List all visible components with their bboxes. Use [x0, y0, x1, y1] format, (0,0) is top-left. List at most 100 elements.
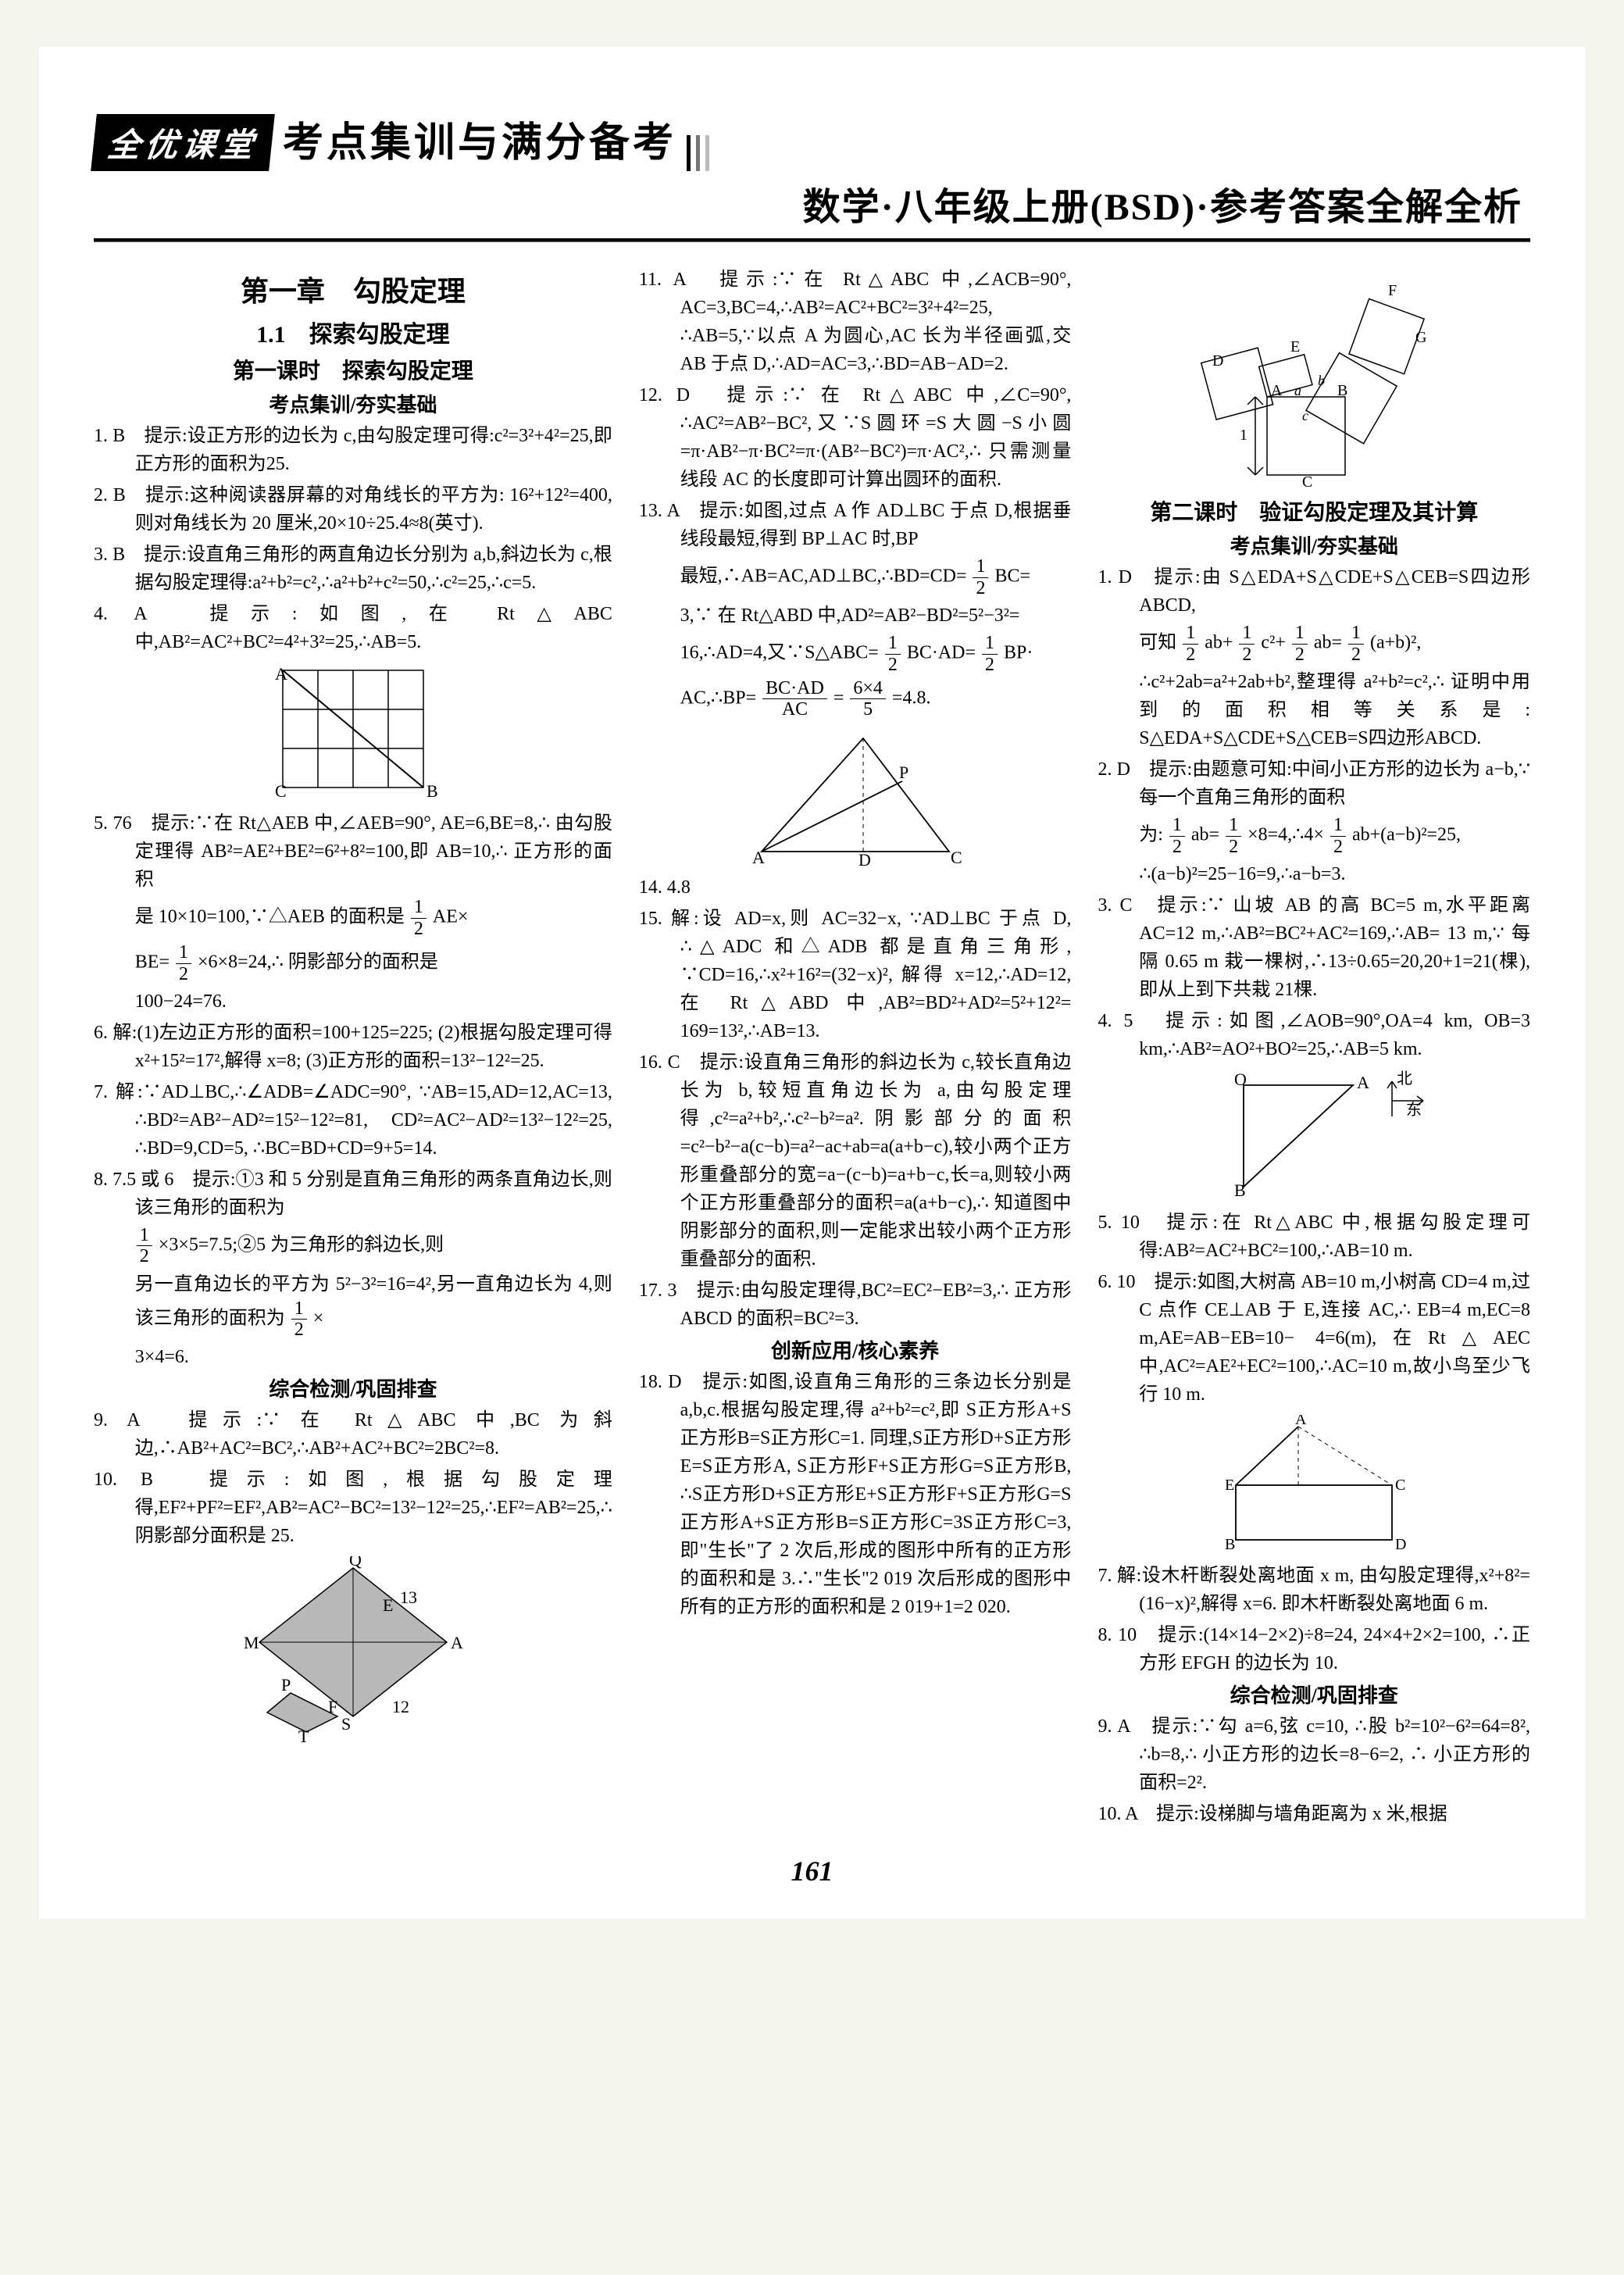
answer-9: 9. A 提示:∵ 在 Rt△ABC 中,BC 为斜边,∴AB²+AC²=BC²…	[94, 1406, 612, 1462]
svg-text:P: P	[899, 762, 908, 782]
brand-box: 全优课堂	[91, 114, 275, 171]
c3-answer-7: 7. 解:设木杆断裂处离地面 x m, 由勾股定理得,x²+8²=(16−x)²…	[1098, 1562, 1530, 1618]
svg-text:S: S	[341, 1714, 351, 1734]
svg-text:D: D	[1212, 352, 1223, 370]
answer-5b: 是 10×10=100,∵△AEB 的面积是 12 AE×	[94, 897, 612, 939]
lesson2-title: 第二课时 验证勾股定理及其计算	[1098, 497, 1530, 530]
content-columns: 第一章 勾股定理 1.1 探索勾股定理 第一课时 探索勾股定理 考点集训/夯实基…	[94, 266, 1530, 1831]
answer-13h: AC,∴BP= BC·ADAC = 6×45 =4.8.	[639, 678, 1072, 720]
lesson1-title: 第一课时 探索勾股定理	[94, 355, 612, 388]
c3-answer-3: 3. C 提示:∵ 山坡 AB 的高 BC=5 m,水平距离 AC=12 m,∴…	[1098, 891, 1530, 1004]
c3-answer-9: 9. A 提示:∵勾 a=6,弦 c=10, ∴股 b²=10²−6²=64=8…	[1098, 1712, 1530, 1797]
answer-8a: 8. 7.5 或 6 提示:①3 和 5 分别是直角三角形的两条直角边长,则该三…	[94, 1166, 612, 1222]
page-number: 161	[94, 1855, 1530, 1888]
sub-title: 数学·八年级上册(BSD)·参考答案全解全析	[94, 176, 1530, 230]
svg-text:12: 12	[392, 1697, 409, 1716]
svg-text:E: E	[383, 1595, 393, 1615]
svg-text:c: c	[1302, 408, 1308, 423]
answer-7: 7. 解:∵AD⊥BC,∴∠ADB=∠ADC=90°, ∵AB=15,AD=12…	[94, 1078, 612, 1162]
answer-18: 18. D 提示:如图,设直角三角形的三条边长分别是 a,b,c.根据勾股定理,…	[639, 1368, 1072, 1621]
svg-text:E: E	[1225, 1477, 1234, 1494]
rect-diagram: A E C B D	[1212, 1415, 1415, 1555]
answer-16: 16. C 提示:设直角三角形的斜边长为 c,较长直角边长为 b,较短直角边长为…	[639, 1048, 1072, 1273]
svg-text:A: A	[1295, 1415, 1307, 1428]
svg-text:P: P	[281, 1675, 291, 1695]
svg-text:北: 北	[1397, 1070, 1412, 1088]
answer-15: 15. 解:设 AD=x,则 AC=32−x, ∵AD⊥BC 于点 D, ∴△A…	[639, 905, 1072, 1045]
svg-text:a: a	[1294, 383, 1301, 398]
answer-12: 12. D 提示:∵ 在 Rt△ABC 中,∠C=90°, ∴AC²=AB²−B…	[639, 381, 1072, 494]
svg-text:A: A	[752, 848, 765, 867]
answer-13d: 3,∵ 在 Rt△ABD 中,AD²=AB²−BD²=5²−3²=	[639, 602, 1072, 630]
answer-13e: 16,∴AD=4,又∵S△ABC= 12 BC·AD= 12 BP·	[639, 633, 1072, 675]
c3-answer-2f: ∴(a−b)²=25−16=9,∴a−b=3.	[1098, 860, 1530, 888]
triangle-diagram: P A D C	[746, 727, 965, 867]
answer-3: 3. B 提示:设直角三角形的两直角边长分别为 a,b,斜边长为 c,根据勾股定…	[94, 541, 612, 597]
answer-5a: 5. 76 提示:∵在 Rt△AEB 中,∠AEB=90°, AE=6,BE=8…	[94, 809, 612, 894]
c3-answer-4: 4. 5 提示:如图,∠AOB=90°,OA=4 km, OB=3 km,∴AB…	[1098, 1007, 1530, 1063]
block-innov-title: 创新应用/核心素养	[639, 1336, 1072, 1366]
main-title: 考点集训与满分备考	[283, 109, 676, 168]
svg-text:B: B	[1225, 1536, 1235, 1553]
column-3: F G E D A B a b c C 1 第二课时 验证勾股定理及其计算 考点…	[1098, 266, 1530, 1831]
answer-6: 6. 解:(1)左边正方形的面积=100+125=225; (2)根据勾股定理可…	[94, 1019, 612, 1075]
grid-diagram: A C B	[267, 662, 439, 803]
svg-text:C: C	[275, 781, 287, 801]
svg-text:M: M	[244, 1633, 259, 1652]
answer-1: 1. B 提示:设正方形的边长为 c,由勾股定理可得:c²=3²+4²=25,即…	[94, 422, 612, 478]
svg-text:D: D	[1395, 1536, 1406, 1553]
top-squares-diagram: F G E D A B a b c C 1	[1181, 272, 1447, 491]
svg-text:b: b	[1318, 373, 1325, 388]
answer-8c: 另一直角边长的平方为 5²−3²=16=4²,另一直角边长为 4,则该三角形的面…	[94, 1270, 612, 1341]
c3-answer-6: 6. 10 提示:如图,大树高 AB=10 m,小树高 CD=4 m,过 C 点…	[1098, 1268, 1530, 1409]
block-test-title-2: 综合检测/巩固排查	[1098, 1680, 1530, 1711]
column-1: 第一章 勾股定理 1.1 探索勾股定理 第一课时 探索勾股定理 考点集训/夯实基…	[94, 266, 612, 1831]
svg-text:D: D	[858, 850, 871, 867]
svg-text:B: B	[1337, 382, 1347, 399]
answer-13a: 13. A 提示:如图,过点 A 作 AD⊥BC 于点 D,根据垂线段最短,得到…	[639, 497, 1072, 553]
chapter-title: 第一章 勾股定理	[94, 270, 612, 312]
answer-5d: BE= 12 ×6×8=24,∴ 阴影部分的面积是	[94, 942, 612, 984]
svg-text:A: A	[1357, 1073, 1369, 1092]
svg-text:A: A	[451, 1633, 463, 1652]
header-rule	[94, 238, 1530, 242]
c3-answer-2b: 为: 12 ab= 12 ×8=4,∴4× 12 ab+(a−b)²=25,	[1098, 815, 1530, 857]
svg-text:F: F	[1388, 282, 1397, 299]
c3-answer-5: 5. 10 提示:在 Rt△ABC 中,根据勾股定理可得:AB²=AC²+BC²…	[1098, 1209, 1530, 1265]
block-test-title: 综合检测/巩固排查	[94, 1374, 612, 1405]
svg-text:A: A	[275, 664, 287, 684]
svg-text:C: C	[1395, 1477, 1405, 1494]
svg-text:E: E	[1290, 338, 1300, 355]
svg-text:G: G	[1415, 329, 1426, 346]
answer-13b: 最短,∴AB=AC,AD⊥BC,∴BD=CD= 12 BC=	[639, 556, 1072, 598]
compass-diagram: O A B 北 东	[1197, 1070, 1431, 1202]
svg-text:Q: Q	[349, 1556, 362, 1570]
svg-text:O: O	[1234, 1070, 1247, 1089]
block-basic-title: 考点集训/夯实基础	[94, 390, 612, 420]
svg-text:1: 1	[1240, 427, 1247, 444]
answer-2: 2. B 提示:这种阅读器屏幕的对角线长的平方为: 16²+12²=400,则对…	[94, 481, 612, 538]
answer-8e: 3×4=6.	[94, 1343, 612, 1371]
svg-text:13: 13	[400, 1588, 417, 1607]
svg-text:B: B	[427, 781, 438, 801]
c3-answer-2a: 2. D 提示:由题意可知:中间小正方形的边长为 a−b,∵ 每一个直角三角形的…	[1098, 755, 1530, 812]
svg-text:T: T	[298, 1727, 309, 1744]
answer-14: 14. 4.8	[639, 873, 1072, 902]
c3-answer-10: 10. A 提示:设梯脚与墙角距离为 x 米,根据	[1098, 1800, 1530, 1828]
c3-answer-1a: 1. D 提示:由 S△EDA+S△CDE+S△CEB=S四边形ABCD,	[1098, 563, 1530, 620]
svg-text:C: C	[1302, 473, 1312, 491]
svg-text:A: A	[1271, 382, 1283, 399]
svg-text:F: F	[328, 1697, 337, 1716]
column-2: 11. A 提示:∵在 Rt△ABC 中,∠ACB=90°, AC=3,BC=4…	[639, 266, 1072, 1831]
c3-answer-1g: ∴c²+2ab=a²+2ab+b²,整理得 a²+b²=c²,∴ 证明中用到的面…	[1098, 668, 1530, 752]
answer-4: 4. A 提示:如图,在 Rt△ABC 中,AB²=AC²+BC²=4²+3²=…	[94, 600, 612, 656]
answer-17: 17. 3 提示:由勾股定理得,BC²=EC²−EB²=3,∴ 正方形 ABCD…	[639, 1277, 1072, 1333]
answer-10: 10. B 提示:如图,根据勾股定理得,EF²+PF²=EF²,AB²=AC²−…	[94, 1466, 612, 1550]
section-title: 1.1 探索勾股定理	[94, 317, 612, 352]
block-basic-title-2: 考点集训/夯实基础	[1098, 531, 1530, 562]
answer-11: 11. A 提示:∵在 Rt△ABC 中,∠ACB=90°, AC=3,BC=4…	[639, 266, 1072, 378]
answer-8b: 12 ×3×5=7.5;②5 为三角形的斜边长,则	[94, 1225, 612, 1267]
title-stripes-icon	[684, 135, 709, 171]
c3-answer-1b: 可知 12 ab+ 12 c²+ 12 ab= 12 (a+b)²,	[1098, 623, 1530, 665]
svg-text:东: 东	[1406, 1101, 1422, 1119]
